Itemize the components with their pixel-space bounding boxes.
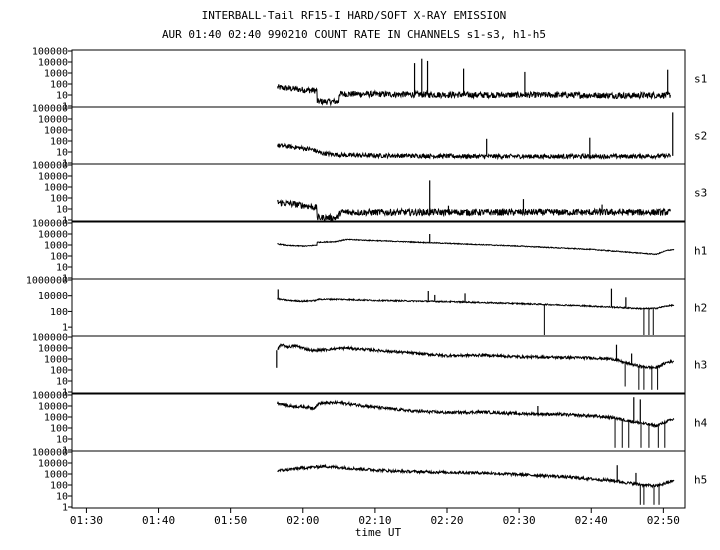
y-tick-label-h3-1: 10 [56, 377, 68, 388]
y-tick-label-s1-3: 1000 [44, 69, 68, 80]
series-line-h4 [277, 399, 675, 429]
panel-frame-h1 [71, 221, 686, 280]
y-tick-label-h5-2: 100 [50, 481, 68, 492]
y-tick-label-h5-0: 1 [62, 503, 68, 514]
x-axis: 01:30 01:40 01:50 02:00 02:10 02:20 02:30 02:40… [70, 508, 680, 527]
y-tick-label-s1-5: 100000 [32, 47, 68, 58]
y-tick-label-h2-3: 1000000 [26, 276, 68, 287]
y-tick-label-s2-5: 100000 [32, 104, 68, 115]
panel-label-h5: h5 [694, 474, 707, 487]
panel-label-h4: h4 [694, 417, 708, 430]
x-axis-label: time UT [355, 526, 402, 539]
y-tick-label-s1-2: 100 [50, 80, 68, 91]
panel-frame-h4 [71, 393, 686, 452]
y-tick-label-s3-0: 1 [62, 216, 68, 227]
chart-title: INTERBALL-Tail RF15-I HARD/SOFT X-RAY EM… [202, 9, 507, 22]
series-line-h1 [277, 238, 675, 256]
y-tick-label-h5-4: 10000 [38, 459, 68, 470]
y-tick-label-s1-1: 10 [56, 91, 68, 102]
y-tick-label-h3-0: 1 [62, 388, 68, 399]
series-line-h5 [277, 463, 675, 489]
x-tick-label-1: 01:40 [142, 514, 175, 527]
panel-frame-h3 [71, 335, 686, 394]
panel-label-h2: h2 [694, 302, 707, 315]
y-tick-label-s2-3: 1000 [44, 126, 68, 137]
panel-label-s3: s3 [694, 187, 707, 200]
y-tick-label-h4-2: 100 [50, 424, 68, 435]
x-tick-label-4: 02:10 [358, 514, 391, 527]
y-tick-label-h1-4: 10000 [38, 230, 68, 241]
y-tick-label-h2-0: 1 [62, 323, 68, 334]
y-tick-label-s3-2: 100 [50, 194, 68, 205]
panel-label-s2: s2 [694, 130, 707, 143]
panel-label-s1: s1 [694, 73, 707, 86]
y-tick-label-s3-5: 100000 [32, 161, 68, 172]
panel-label-h1: h1 [694, 245, 707, 258]
y-tick-label-h1-2: 100 [50, 252, 68, 263]
x-tick-label-3: 02:00 [286, 514, 319, 527]
x-tick-label-0: 01:30 [70, 514, 103, 527]
x-tick-label-5: 02:20 [430, 514, 463, 527]
y-tick-label-h3-2: 100 [50, 366, 68, 377]
y-tick-label-s1-0: 1 [62, 102, 68, 113]
y-tick-label-h1-0: 1 [62, 274, 68, 285]
x-tick-label-8: 02:50 [647, 514, 680, 527]
y-tick-label-s1-4: 10000 [38, 58, 68, 69]
x-tick-label-2: 01:50 [214, 514, 247, 527]
y-tick-label-h4-4: 10000 [38, 402, 68, 413]
series-line-h3 [277, 343, 674, 370]
y-tick-label-s2-1: 10 [56, 148, 68, 159]
y-tick-label-h1-3: 1000 [44, 241, 68, 252]
panels-group: 110100100010000100000s111010010001000010… [26, 47, 708, 514]
y-tick-label-h3-4: 10000 [38, 344, 68, 355]
y-tick-label-s2-2: 100 [50, 137, 68, 148]
panel-h2: 1 100 10000 1000000 h2 [26, 276, 707, 337]
y-tick-label-h4-1: 10 [56, 435, 68, 446]
y-tick-label-h5-5: 100000 [32, 448, 68, 459]
y-tick-label-h3-3: 1000 [44, 355, 68, 366]
y-tick-label-h4-0: 1 [62, 446, 68, 457]
series-line-s1 [277, 84, 671, 107]
series-line-s2 [277, 142, 671, 161]
x-tick-label-6: 02:30 [503, 514, 536, 527]
y-tick-label-s2-0: 1 [62, 159, 68, 170]
y-tick-label-s3-4: 10000 [38, 172, 68, 183]
series-line-h2 [277, 297, 675, 311]
y-tick-label-h1-5: 100000 [32, 219, 68, 230]
panel-frame-h2 [71, 278, 686, 337]
panel-frame-s3 [71, 163, 686, 222]
y-tick-label-s2-4: 10000 [38, 115, 68, 126]
y-tick-label-h3-5: 100000 [32, 333, 68, 344]
panel-frame-h5 [71, 450, 686, 509]
y-tick-label-h5-1: 10 [56, 492, 68, 503]
y-tick-label-s3-1: 10 [56, 205, 68, 216]
y-tick-label-h5-3: 1000 [44, 470, 68, 481]
y-tick-label-h1-1: 10 [56, 263, 68, 274]
y-tick-label-h2-1: 100 [50, 307, 68, 318]
y-tick-label-s3-3: 1000 [44, 183, 68, 194]
series-line-s3 [277, 199, 671, 222]
x-tick-label-7: 02:40 [575, 514, 608, 527]
chart-subtitle: AUR 01:40 02:40 990210 COUNT RATE IN CHA… [162, 28, 546, 41]
y-tick-label-h4-5: 100000 [32, 391, 68, 402]
panel-frame-s1 [71, 49, 686, 108]
panel-label-h3: h3 [694, 359, 707, 372]
y-tick-label-h2-2: 10000 [38, 291, 68, 302]
y-tick-label-h4-3: 1000 [44, 413, 68, 424]
